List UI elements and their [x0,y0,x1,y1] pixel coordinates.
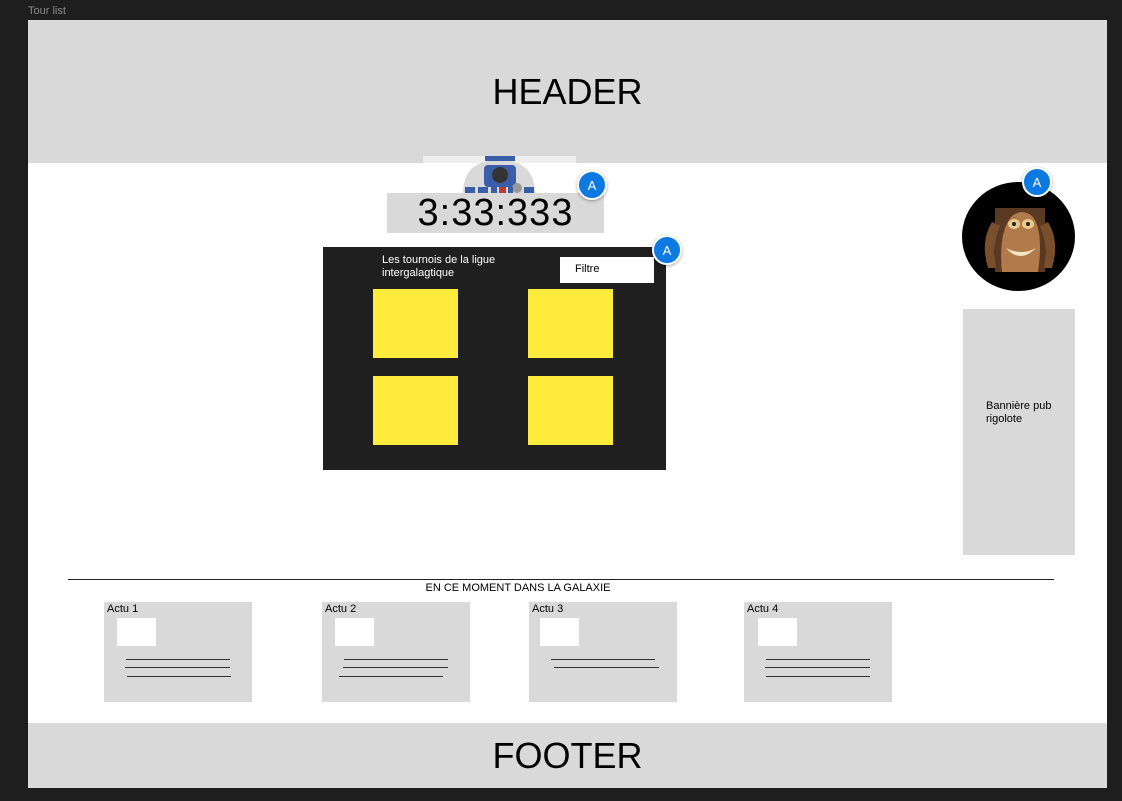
tournament-title: Les tournois de la ligue intergalagtique [382,254,496,279]
filter-button[interactable]: Filtre [560,257,654,283]
text-line [126,659,230,660]
text-line [554,667,659,668]
news-card[interactable]: Actu 4 [744,602,892,702]
annotation-marker[interactable]: A [1022,167,1052,197]
section-divider [68,579,1054,580]
news-card-thumbnail [540,618,579,646]
tournament-card[interactable] [373,289,458,358]
user-avatar[interactable] [962,182,1075,291]
news-card[interactable]: Actu 1 [104,602,252,702]
text-line [551,659,655,660]
text-line [127,676,231,677]
news-card-thumbnail [117,618,156,646]
frame-label: Tour list [28,5,66,17]
jar-jar-avatar-image [984,208,1056,272]
text-line [344,659,448,660]
annotation-marker[interactable]: A [577,170,607,200]
text-line [765,667,870,668]
text-line [125,667,230,668]
tournament-card[interactable] [528,289,613,358]
text-line [766,676,870,677]
tournament-panel: Les tournois de la ligue intergalagtique… [323,247,666,470]
ad-banner-text: Bannière pub rigolote [986,400,1052,425]
header: HEADER [28,20,1107,163]
news-card-label: Actu 2 [325,603,357,615]
footer: FOOTER [28,723,1107,788]
text-line [343,667,448,668]
countdown-timer: 3:33:333 [387,192,604,234]
header-label: HEADER [492,70,643,112]
news-card[interactable]: Actu 3 [529,602,677,702]
news-card-label: Actu 1 [107,603,139,615]
news-card-thumbnail [758,618,797,646]
page-frame: HEADER 3:33:333 A Les tournois de la lig… [28,20,1107,788]
footer-label: FOOTER [492,734,643,776]
r2d2-image [423,156,576,194]
annotation-marker[interactable]: A [652,235,682,265]
news-card-label: Actu 4 [747,603,779,615]
tournament-card[interactable] [528,376,613,445]
text-line [339,676,443,677]
news-card[interactable]: Actu 2 [322,602,470,702]
news-section-heading: EN CE MOMENT DANS LA GALAXIE [425,582,611,594]
ad-banner[interactable]: Bannière pub rigolote [963,309,1075,555]
text-line [766,659,870,660]
tournament-card[interactable] [373,376,458,445]
news-card-thumbnail [335,618,374,646]
news-card-label: Actu 3 [532,603,564,615]
